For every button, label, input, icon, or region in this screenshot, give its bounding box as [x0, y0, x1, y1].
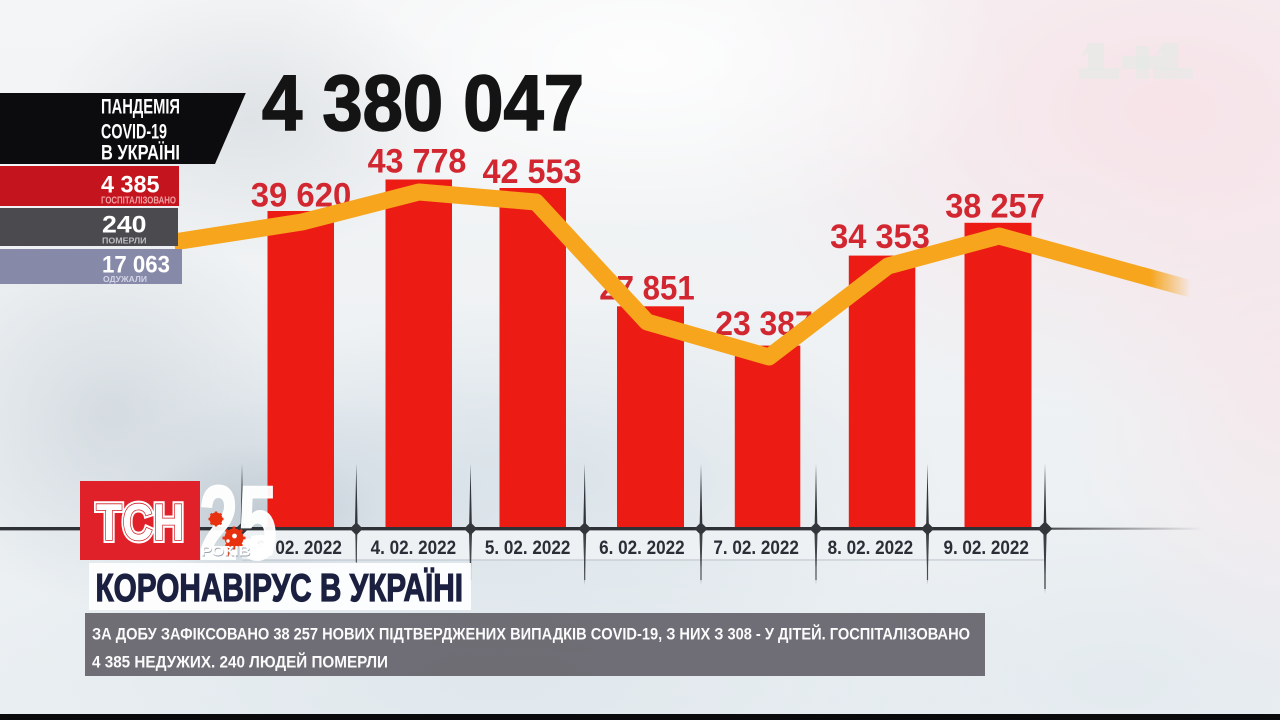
svg-text:34 353: 34 353 [830, 218, 930, 256]
svg-text:6. 02. 2022: 6. 02. 2022 [599, 538, 685, 559]
svg-text:43 778: 43 778 [368, 142, 467, 180]
svg-text:8. 02. 2022: 8. 02. 2022 [828, 538, 914, 559]
svg-text:COVID-19: COVID-19 [101, 119, 167, 143]
svg-text:7. 02. 2022: 7. 02. 2022 [713, 538, 799, 559]
svg-text:3. 02. 2022: 3. 02. 2022 [256, 538, 342, 559]
svg-text:РОКІВ: РОКІВ [202, 544, 252, 560]
svg-text:4. 02. 2022: 4. 02. 2022 [371, 538, 457, 559]
svg-text:9. 02. 2022: 9. 02. 2022 [943, 538, 1029, 559]
svg-text:ТСН: ТСН [96, 494, 184, 552]
svg-text:ПАНДЕМІЯ: ПАНДЕМІЯ [101, 95, 180, 119]
svg-text:ГОСПІТАЛІЗОВАНО: ГОСПІТАЛІЗОВАНО [101, 195, 176, 206]
svg-text:4 380 047: 4 380 047 [262, 58, 584, 147]
svg-text:ПОМЕРЛИ: ПОМЕРЛИ [102, 236, 147, 245]
svg-text:КОРОНАВІРУС В УКРАЇНІ: КОРОНАВІРУС В УКРАЇНІ [96, 567, 464, 610]
svg-text:ОДУЖАЛИ: ОДУЖАЛИ [103, 275, 147, 284]
svg-text:ЗА ДОБУ ЗАФІКСОВАНО 38 257 НОВ: ЗА ДОБУ ЗАФІКСОВАНО 38 257 НОВИХ ПІДТВЕР… [92, 625, 970, 644]
svg-text:РОКІВ: РОКІВ [201, 543, 251, 559]
svg-text:5. 02. 2022: 5. 02. 2022 [485, 538, 571, 559]
svg-text:ТСН: ТСН [96, 494, 184, 552]
svg-text:38 257: 38 257 [945, 188, 1045, 226]
svg-text:240: 240 [102, 211, 147, 238]
svg-text:25: 25 [199, 465, 277, 582]
svg-text:17 063: 17 063 [102, 251, 170, 278]
svg-text:4 385: 4 385 [101, 172, 160, 199]
svg-text:4 385 НЕДУЖИХ. 240 ЛЮДЕЙ ПОМЕР: 4 385 НЕДУЖИХ. 240 ЛЮДЕЙ ПОМЕРЛИ [92, 653, 388, 672]
svg-text:42 553: 42 553 [483, 153, 582, 191]
svg-text:В УКРАЇНІ: В УКРАЇНІ [101, 140, 180, 164]
